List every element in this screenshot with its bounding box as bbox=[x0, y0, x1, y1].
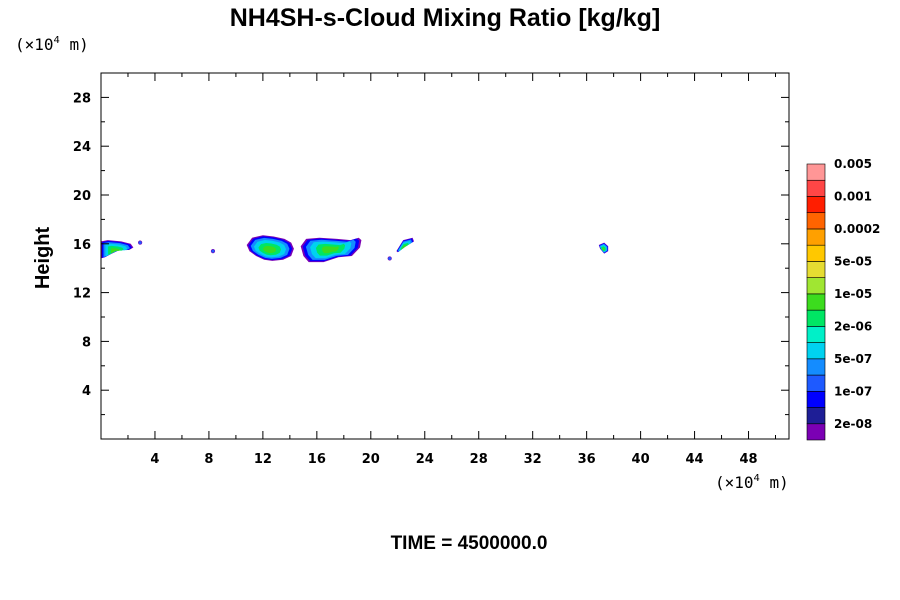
colorbar-swatch bbox=[806, 326, 826, 343]
colorbar-swatch bbox=[806, 261, 826, 278]
colorbar-swatch bbox=[806, 196, 826, 214]
colorbar-label: 0.005 bbox=[834, 157, 872, 171]
plot-frame bbox=[100, 72, 790, 440]
x-tick-label: 16 bbox=[308, 452, 326, 467]
x-tick-label: 32 bbox=[524, 452, 542, 467]
y-tick-label: 8 bbox=[82, 335, 91, 350]
colorbar-swatch bbox=[806, 423, 826, 441]
colorbar-swatch bbox=[806, 277, 826, 295]
colorbar-label: 2e-08 bbox=[834, 417, 872, 431]
cloud-contour bbox=[401, 244, 407, 249]
colorbar-label: 5e-05 bbox=[834, 254, 872, 268]
cloud-contour bbox=[262, 245, 277, 254]
colorbar-label: 1e-05 bbox=[834, 287, 872, 301]
x-tick-label: 12 bbox=[254, 452, 272, 467]
colorbar-swatch bbox=[806, 358, 826, 376]
cloud-feature bbox=[246, 235, 294, 261]
x-tick-label: 40 bbox=[632, 452, 650, 467]
colorbar-swatch bbox=[806, 374, 826, 392]
colorbar-label: 1e-07 bbox=[834, 384, 872, 398]
cloud-speck bbox=[138, 240, 143, 245]
y-tick-label: 4 bbox=[82, 384, 91, 399]
colorbar-swatch bbox=[806, 163, 826, 181]
colorbar-swatch bbox=[806, 179, 826, 197]
colorbar-swatch bbox=[806, 407, 826, 425]
cloud-feature bbox=[598, 242, 609, 254]
y-unit-label: (×104 m) bbox=[15, 35, 89, 54]
colorbar-label: 2e-06 bbox=[834, 319, 872, 333]
y-tick-label: 28 bbox=[73, 91, 91, 106]
cloud-feature bbox=[396, 237, 414, 253]
x-axis: 4 8 12 16 20 24 28 32 36 40 44 48 bbox=[127, 73, 777, 467]
cloud-contour bbox=[110, 248, 120, 254]
x-tick-label: 4 bbox=[150, 452, 159, 467]
y-axis: 4 8 12 16 20 24 28 bbox=[73, 91, 789, 416]
y-tick-label: 20 bbox=[73, 189, 91, 204]
colorbar-swatch bbox=[806, 309, 826, 327]
x-tick-label: 36 bbox=[578, 452, 596, 467]
cloud-speck bbox=[387, 256, 392, 261]
x-tick-label: 8 bbox=[204, 452, 213, 467]
cloud-speck bbox=[210, 249, 216, 254]
cloud-contour bbox=[602, 247, 605, 251]
cloud-contour bbox=[321, 246, 339, 254]
time-label: TIME = 4500000.0 bbox=[391, 533, 548, 554]
cloud-feature bbox=[101, 240, 134, 259]
plot-area bbox=[101, 235, 609, 263]
colorbar-swatch bbox=[806, 244, 826, 262]
colorbar-swatch bbox=[806, 212, 826, 230]
chart-title: NH4SH-s-Cloud Mixing Ratio [kg/kg] bbox=[230, 4, 661, 32]
y-tick-label: 12 bbox=[73, 287, 91, 302]
colorbar-label: 5e-07 bbox=[834, 352, 872, 366]
x-unit-label: (×104 m) bbox=[715, 473, 789, 492]
colorbar-swatch bbox=[806, 293, 826, 311]
colorbar-swatch bbox=[806, 228, 826, 246]
x-tick-label: 48 bbox=[739, 452, 757, 467]
colorbar-swatch bbox=[806, 390, 826, 408]
colorbar-label: 0.001 bbox=[834, 189, 872, 203]
x-tick-label: 28 bbox=[470, 452, 488, 467]
y-tick-label: 24 bbox=[73, 140, 91, 155]
cloud-feature bbox=[300, 237, 362, 263]
x-tick-label: 20 bbox=[362, 452, 380, 467]
x-tick-label: 24 bbox=[416, 452, 434, 467]
y-axis-label: Height bbox=[32, 227, 54, 290]
colorbar-label: 0.0002 bbox=[834, 222, 880, 236]
colorbar: 2e-08 1e-07 5e-07 2e-06 1e-05 5e-05 0.0002 0.00… bbox=[806, 157, 880, 441]
colorbar-swatch bbox=[806, 342, 826, 360]
x-tick-label: 44 bbox=[686, 452, 704, 467]
y-tick-label: 16 bbox=[73, 238, 91, 253]
